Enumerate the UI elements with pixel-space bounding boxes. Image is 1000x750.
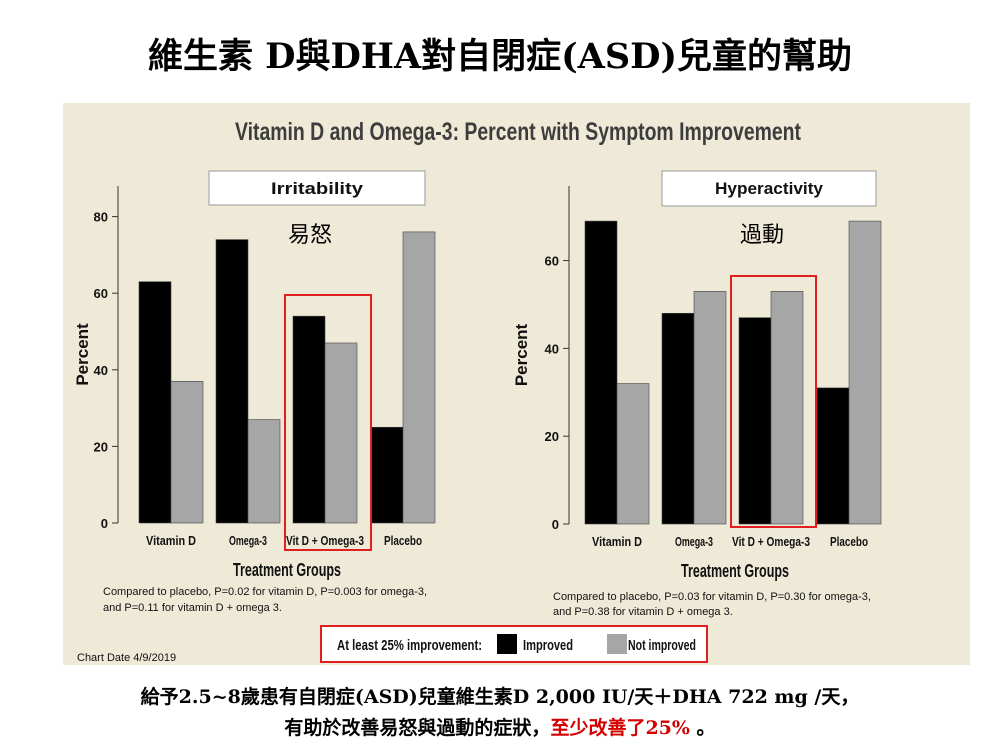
irritability-bar-not-improved-0: [170, 380, 204, 524]
irritability-title-box: [208, 170, 426, 206]
irritability-bar-improved-0: [138, 281, 172, 524]
hyperactivity-x-axis-label: Treatment Groups: [681, 561, 789, 581]
hyperactivity-y-axis-label: Percent: [512, 323, 531, 386]
chart-date: Chart Date 4/9/2019: [77, 652, 176, 664]
slide-title: 維生素 D與DHA對自閉症(ASD)兒童的幫助: [147, 36, 853, 77]
legend-swatch-not-improved: [607, 634, 627, 654]
hyperactivity-bar-improved-1: [661, 312, 695, 525]
hyperactivity-bar-improved-2: [738, 317, 772, 525]
hyperactivity-category-label-1: Omega-3: [675, 534, 713, 549]
irritability-bar-improved-2: [292, 315, 326, 524]
footer-line-2: 有助於改善易怒與過動的症狀，至少改善了25% 。: [0, 713, 1000, 740]
irritability-category-label-2: Vit D + Omega-3: [286, 533, 364, 548]
hyperactivity-bar-not-improved-1: [693, 291, 727, 525]
hyperactivity-y-tick-label-2: 40: [545, 341, 559, 356]
footer-line-1: 給予2.5~8歲患有自閉症(ASD)兒童維生素D 2,000 IU/天＋DHA …: [140, 686, 860, 708]
legend-prefix: At least 25% improvement:: [337, 637, 482, 654]
irritability-y-axis-label: Percent: [73, 323, 92, 386]
irritability-footnote-1: Compared to placebo, P=0.02 for vitamin …: [103, 586, 427, 598]
irritability-y-tick-label-1: 20: [94, 439, 108, 454]
irritability-highlight-box: [284, 294, 372, 551]
hyperactivity-bar-not-improved-3: [848, 220, 882, 525]
irritability-y-tick-label-4: 80: [94, 210, 108, 225]
hyperactivity-y-tick-label-3: 60: [545, 254, 559, 269]
hyperactivity-y-tick-label-1: 20: [545, 429, 559, 444]
hyperactivity-category-label-2: Vit D + Omega-3: [732, 534, 810, 549]
hyperactivity-bar-not-improved-0: [616, 383, 650, 525]
hyperactivity-category-label-0: Vitamin D: [592, 534, 642, 549]
hyperactivity-footnote-2: and P=0.38 for vitamin D + omega 3.: [553, 606, 733, 618]
irritability-category-label-0: Vitamin D: [146, 533, 196, 548]
irritability-y-tick-label-3: 60: [94, 286, 108, 301]
hyperactivity-bar-improved-3: [816, 387, 850, 525]
irritability-bar-not-improved-2: [324, 342, 358, 524]
hyperactivity-bar-improved-0: [584, 220, 618, 525]
irritability-footnote-2: and P=0.11 for vitamin D + omega 3.: [103, 602, 282, 614]
irritability-y-tick-label-2: 40: [94, 363, 108, 378]
irritability-category-label-3: Placebo: [384, 533, 422, 548]
irritability-bar-improved-1: [215, 239, 249, 524]
hyperactivity-footnote-1: Compared to placebo, P=0.03 for vitamin …: [553, 591, 871, 603]
legend-label-not-improved: Not improved: [628, 637, 696, 654]
legend-swatch-improved: [497, 634, 517, 654]
irritability-panel-title: Irritability: [271, 179, 364, 198]
irritability-bar-not-improved-1: [247, 419, 281, 524]
irritability-bar-improved-3: [370, 426, 404, 524]
hyperactivity-annotation: 過動: [740, 223, 784, 248]
footer-line-2-main: 有助於改善易怒與過動的症狀，: [284, 717, 551, 739]
hyperactivity-category-label-3: Placebo: [830, 534, 868, 549]
irritability-annotation: 易怒: [288, 223, 332, 248]
chart-title: Vitamin D and Omega-3: Percent with Symp…: [235, 118, 802, 146]
hyperactivity-panel-title: Hyperactivity: [715, 179, 824, 198]
hyperactivity-y-tick-label-0: 0: [552, 517, 559, 532]
irritability-bar-not-improved-3: [402, 231, 436, 524]
hyperactivity-bar-not-improved-2: [770, 291, 804, 525]
irritability-category-label-1: Omega-3: [229, 533, 267, 548]
hyperactivity-title-box: [661, 170, 877, 207]
irritability-x-axis-label: Treatment Groups: [233, 560, 341, 580]
footer-line-2-end: 。: [689, 717, 716, 739]
footer-highlight: 至少改善了25%: [550, 717, 690, 739]
legend-label-improved: Improved: [523, 637, 573, 654]
hyperactivity-highlight-box: [730, 275, 817, 528]
irritability-y-tick-label-0: 0: [101, 516, 108, 531]
